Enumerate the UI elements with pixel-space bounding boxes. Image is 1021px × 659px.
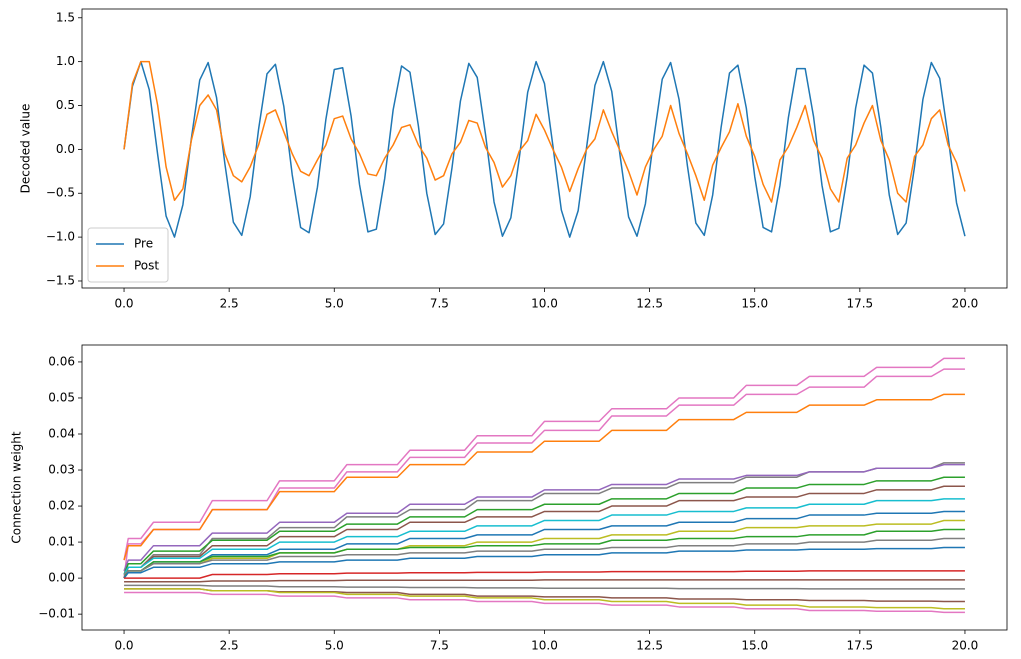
x-tick-label: 5.0 — [325, 297, 344, 311]
x-tick-label: 0.0 — [114, 639, 133, 653]
x-tick-label: 7.5 — [430, 639, 449, 653]
y-axis-label: Decoded value — [19, 104, 33, 194]
legend-box — [87, 227, 169, 283]
series-line — [123, 519, 965, 579]
x-tick-label: 20.0 — [952, 297, 979, 311]
x-tick-label: 2.5 — [220, 297, 239, 311]
y-tick-label: 0.02 — [48, 499, 75, 513]
x-tick-label: 15.0 — [741, 639, 768, 653]
y-tick-label: 0.01 — [48, 535, 75, 549]
series-line — [123, 546, 965, 579]
x-tick-label: 7.5 — [430, 297, 449, 311]
x-tick-label: 10.0 — [531, 639, 558, 653]
series-line — [124, 584, 965, 590]
series-line — [123, 528, 965, 579]
series-line — [124, 570, 965, 579]
series-line — [123, 463, 965, 572]
series-line — [123, 498, 965, 575]
x-tick-label: 17.5 — [846, 297, 873, 311]
y-tick-label: 0.0 — [56, 142, 75, 156]
series-line — [123, 393, 965, 561]
y-tick-label: 0.05 — [48, 390, 75, 404]
series-line — [123, 368, 965, 579]
y-axis-label: Connection weight — [10, 431, 24, 543]
x-tick-label: 2.5 — [220, 639, 239, 653]
y-tick-label: 0.06 — [48, 354, 75, 368]
x-tick-label: 17.5 — [846, 639, 873, 653]
x-tick-label: 15.0 — [741, 297, 768, 311]
y-tick-label: −0.01 — [38, 607, 75, 621]
legend-label: Post — [134, 259, 159, 273]
series-line — [123, 485, 965, 579]
series-line — [124, 588, 965, 610]
y-tick-label: 0.5 — [56, 98, 75, 112]
x-tick-label: 20.0 — [952, 639, 979, 653]
series-line — [124, 591, 965, 614]
x-tick-label: 12.5 — [636, 639, 663, 653]
y-tick-label: −1.0 — [46, 230, 75, 244]
x-tick-label: 5.0 — [325, 639, 344, 653]
series-line — [123, 537, 965, 576]
y-tick-label: 0.03 — [48, 463, 75, 477]
y-tick-label: 1.5 — [56, 10, 75, 24]
y-tick-label: 1.0 — [56, 54, 75, 68]
legend-label: Pre — [134, 237, 153, 251]
series-line — [123, 60, 966, 203]
x-tick-label: 0.0 — [114, 297, 133, 311]
y-tick-label: 0.04 — [48, 426, 75, 440]
y-tick-label: −0.5 — [46, 186, 75, 200]
y-tick-label: −1.5 — [46, 273, 75, 287]
axes-frame — [81, 8, 1008, 289]
series-line — [123, 60, 966, 238]
x-tick-label: 10.0 — [531, 297, 558, 311]
series-line — [123, 510, 965, 579]
series-line — [123, 476, 965, 575]
axes-frame — [81, 344, 1008, 631]
series-line — [124, 579, 965, 583]
y-tick-label: 0.00 — [48, 571, 75, 585]
x-tick-label: 12.5 — [636, 297, 663, 311]
series-line — [123, 357, 965, 561]
